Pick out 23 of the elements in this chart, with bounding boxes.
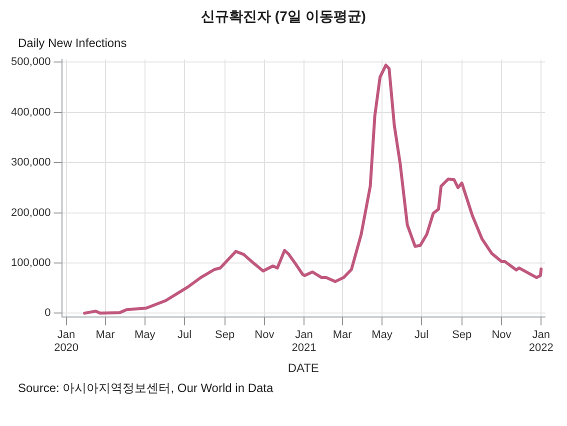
source-note: Source: 아시아지역정보센터, Our World in Data	[18, 380, 274, 397]
y-tick-label: 100,000	[10, 257, 51, 269]
x-tick-label: Sep	[215, 328, 235, 341]
y-tick-label: 0	[44, 307, 51, 320]
x-tick-label: May	[372, 328, 393, 341]
x-tick-label: Jan 2022	[528, 328, 554, 354]
x-tick-label: Sep	[452, 328, 472, 341]
x-tick-label: Nov	[492, 328, 512, 341]
x-tick-label: Mar	[96, 328, 116, 341]
x-tick-label: Jan 2021	[292, 328, 316, 354]
x-tick-label: May	[134, 328, 156, 341]
x-tick-label: Nov	[254, 328, 275, 341]
x-tick-label: Jul	[414, 328, 429, 341]
x-tick-label: Jul	[177, 328, 192, 341]
y-tick-label: 500,000	[10, 56, 51, 68]
x-tick-label: Jan 2020	[54, 328, 79, 354]
chart-title: 신규확진자 (7일 이동평균)	[200, 8, 367, 26]
x-axis-title: DATE	[288, 361, 319, 376]
y-tick-label: 400,000	[10, 106, 51, 118]
x-tick-label: Mar	[332, 328, 352, 341]
y-tick-label: 200,000	[10, 206, 51, 219]
y-axis-title: Daily New Infections	[18, 36, 128, 50]
y-tick-label: 300,000	[10, 156, 51, 169]
